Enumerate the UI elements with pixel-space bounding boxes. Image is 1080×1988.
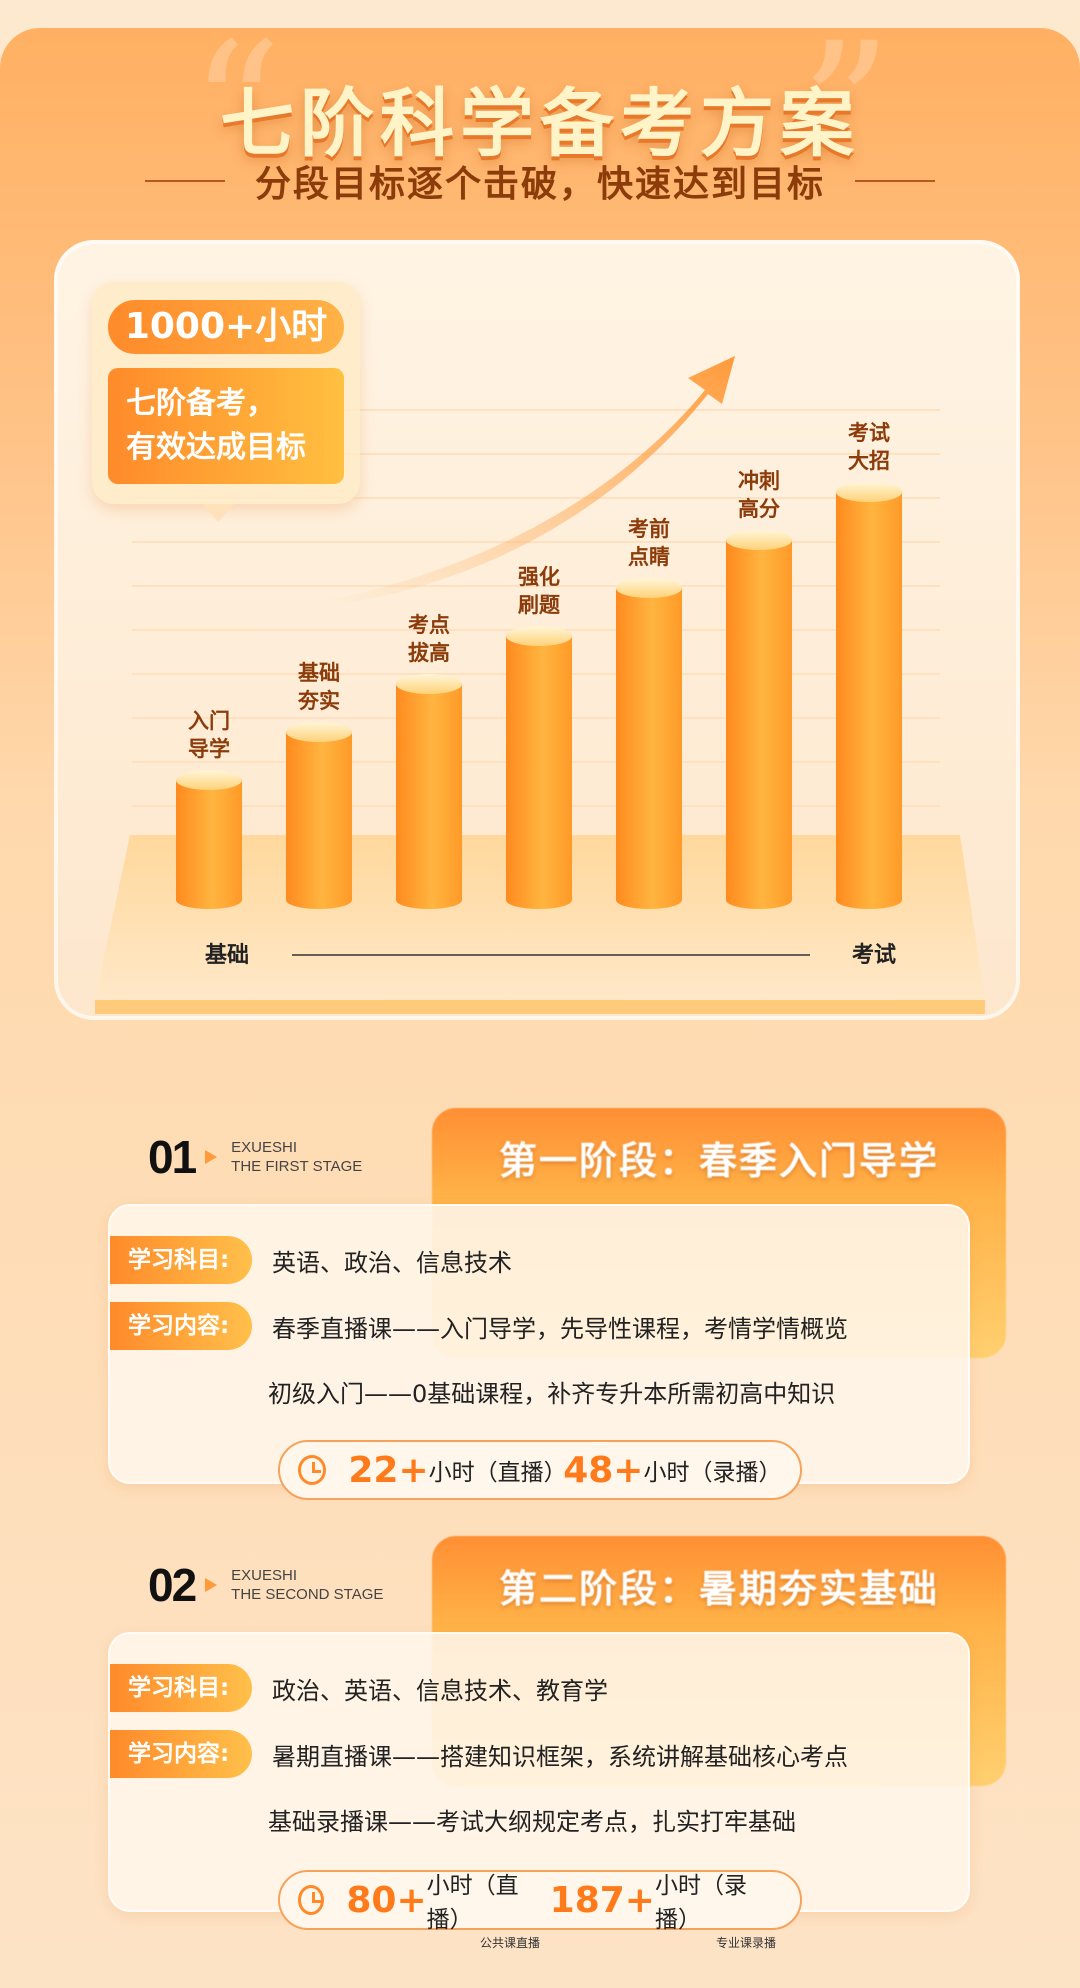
quote-open-mark: “: [190, 5, 283, 214]
bar-label: 大招: [848, 449, 890, 473]
bar-top: [176, 770, 242, 790]
stage-1-rec-unit: 小时（录播）: [643, 1460, 782, 1486]
bar-label: 点睛: [628, 545, 670, 569]
hours-bubble: 1000+小时 七阶备考， 有效达成目标: [92, 282, 360, 522]
bar: [726, 540, 792, 909]
stage-2-en-line2: THE SECOND STAGE: [231, 1586, 384, 1603]
bar-label: 高分: [738, 497, 780, 521]
stage-2-rec-unit: 小时（录播）: [654, 1873, 747, 1933]
stage-2-subject-row: 学习科目: 政治、英语、信息技术、教育学: [110, 1664, 608, 1712]
stage-1-content-row: 学习内容: 春季直播课——入门导学，先导性课程，考情学情概览: [110, 1302, 848, 1350]
bar-top: [616, 578, 682, 598]
stage-1-en-line1: EXUESHI: [231, 1139, 298, 1156]
bar: [396, 684, 462, 909]
subtitle-row: 分段目标逐个击破，快速达到目标: [0, 156, 1080, 206]
stage-2-title: 第二阶段：暑期夯实基础: [498, 1567, 939, 1611]
stage-1-subjects: 英语、政治、信息技术: [272, 1248, 512, 1277]
total-hours-pill: 1000+小时: [108, 300, 344, 354]
stage-2-subject-tag: 学习科目:: [110, 1664, 252, 1712]
stage-2-en: EXUESHI THE SECOND STAGE: [231, 1566, 383, 1604]
stage-2-content-row: 学习内容: 暑期直播课——搭建知识框架，系统讲解基础核心考点: [110, 1730, 848, 1778]
bar-top: [836, 482, 902, 502]
bar-label: 入门: [188, 709, 230, 733]
bar-label: 考前: [628, 517, 670, 541]
bar-label: 拔高: [408, 641, 450, 665]
stage-2-rec-hours: 187+: [549, 1879, 655, 1921]
bubble-line-2: 有效达成目标: [126, 430, 306, 465]
bar-label: 考试: [848, 421, 890, 445]
stage-2-number: 02: [148, 1559, 197, 1611]
stage-1-content-2: 初级入门——0基础课程，补齐专升本所需初高中知识: [268, 1380, 836, 1408]
stage-1-en: EXUESHI THE FIRST STAGE: [231, 1138, 362, 1176]
chart-floor-edge: [95, 1000, 985, 1014]
page-title: 七阶科学备考方案: [220, 81, 860, 167]
subtitle-left-line: [144, 180, 225, 182]
stage-1-live-hours: 22+: [348, 1449, 429, 1491]
bar-top: [396, 674, 462, 694]
stage-2-hours: 80+ 小时（直播） 187+ 小时（录播）: [278, 1870, 802, 1933]
stage-1-hours: 22+ 小时（直播） 48+ 小时（录播）: [278, 1440, 802, 1500]
x-label-end: 考试: [852, 943, 896, 968]
bar: [836, 492, 902, 909]
stage-2-arrow-icon: [205, 1578, 218, 1592]
stage-1-title: 第一阶段：春季入门导学: [498, 1139, 939, 1183]
bubble-line-1: 七阶备考，: [126, 386, 276, 421]
stage-1-card: 学习科目: 英语、政治、信息技术 学习内容: 春季直播课——入门导学，先导性课程…: [108, 1204, 970, 1484]
bar-top: [726, 530, 792, 550]
stage-1-en-line2: THE FIRST STAGE: [231, 1158, 363, 1175]
stage-1-content-1: 春季直播课——入门导学，先导性课程，考情学情概览: [272, 1314, 848, 1343]
bar: [286, 732, 352, 909]
growth-arrow: [330, 356, 735, 606]
subtitle-right-line: [855, 180, 935, 182]
bar: [506, 636, 572, 909]
bar-top: [286, 722, 352, 742]
stage-2-live-hours: 80+: [346, 1879, 427, 1921]
stage-1-rec-hours: 48+: [563, 1449, 644, 1491]
bar-label: 导学: [188, 737, 230, 761]
stage-1-live-unit: 小时（直播）: [428, 1460, 567, 1486]
bar: [176, 780, 242, 909]
stage-2-live-unit: 小时（直播）: [426, 1873, 519, 1933]
bar-label: 考点: [408, 613, 450, 637]
stage-2-content-tag: 学习内容:: [110, 1730, 252, 1778]
stage-2-header: 02 EXUESHI THE SECOND STAGE: [148, 1558, 383, 1612]
page-subtitle: 分段目标逐个击破，快速达到目标: [254, 164, 825, 205]
clock-icon: [298, 1885, 325, 1915]
bar: [616, 588, 682, 909]
stage-1-subject-row: 学习科目: 英语、政治、信息技术: [110, 1236, 512, 1284]
bar-label: 冲刺: [738, 469, 780, 493]
quote-close-mark: ”: [800, 5, 893, 214]
bar-top: [506, 626, 572, 646]
bar-label: 刷题: [518, 593, 561, 617]
stage-2-subjects: 政治、英语、信息技术、教育学: [272, 1676, 608, 1705]
bar-label: 强化: [518, 565, 560, 589]
bar-label: 基础: [298, 661, 340, 685]
x-label-start: 基础: [205, 943, 249, 968]
stage-2-card: 学习科目: 政治、英语、信息技术、教育学 学习内容: 暑期直播课——搭建知识框架…: [108, 1632, 970, 1912]
stage-2-live-note: 公共课直播: [480, 1936, 541, 1950]
stage-1-number: 01: [148, 1131, 197, 1183]
stage-1-subject-tag: 学习科目:: [110, 1236, 252, 1284]
bar-label: 夯实: [297, 689, 340, 713]
stage-1-header: 01 EXUESHI THE FIRST STAGE: [148, 1130, 362, 1184]
stage-1-content-tag: 学习内容:: [110, 1302, 252, 1350]
bubble-message: 七阶备考， 有效达成目标: [108, 368, 344, 484]
stage-2-en-line1: EXUESHI: [231, 1567, 298, 1584]
stage-2-content-2: 基础录播课——考试大纲规定考点，扎实打牢基础: [268, 1808, 796, 1836]
stage-2-content-1: 暑期直播课——搭建知识框架，系统讲解基础核心考点: [272, 1742, 848, 1771]
clock-icon: [298, 1455, 327, 1485]
stage-1-arrow-icon: [205, 1150, 218, 1164]
stage-2-rec-note: 专业课录播: [716, 1936, 777, 1950]
